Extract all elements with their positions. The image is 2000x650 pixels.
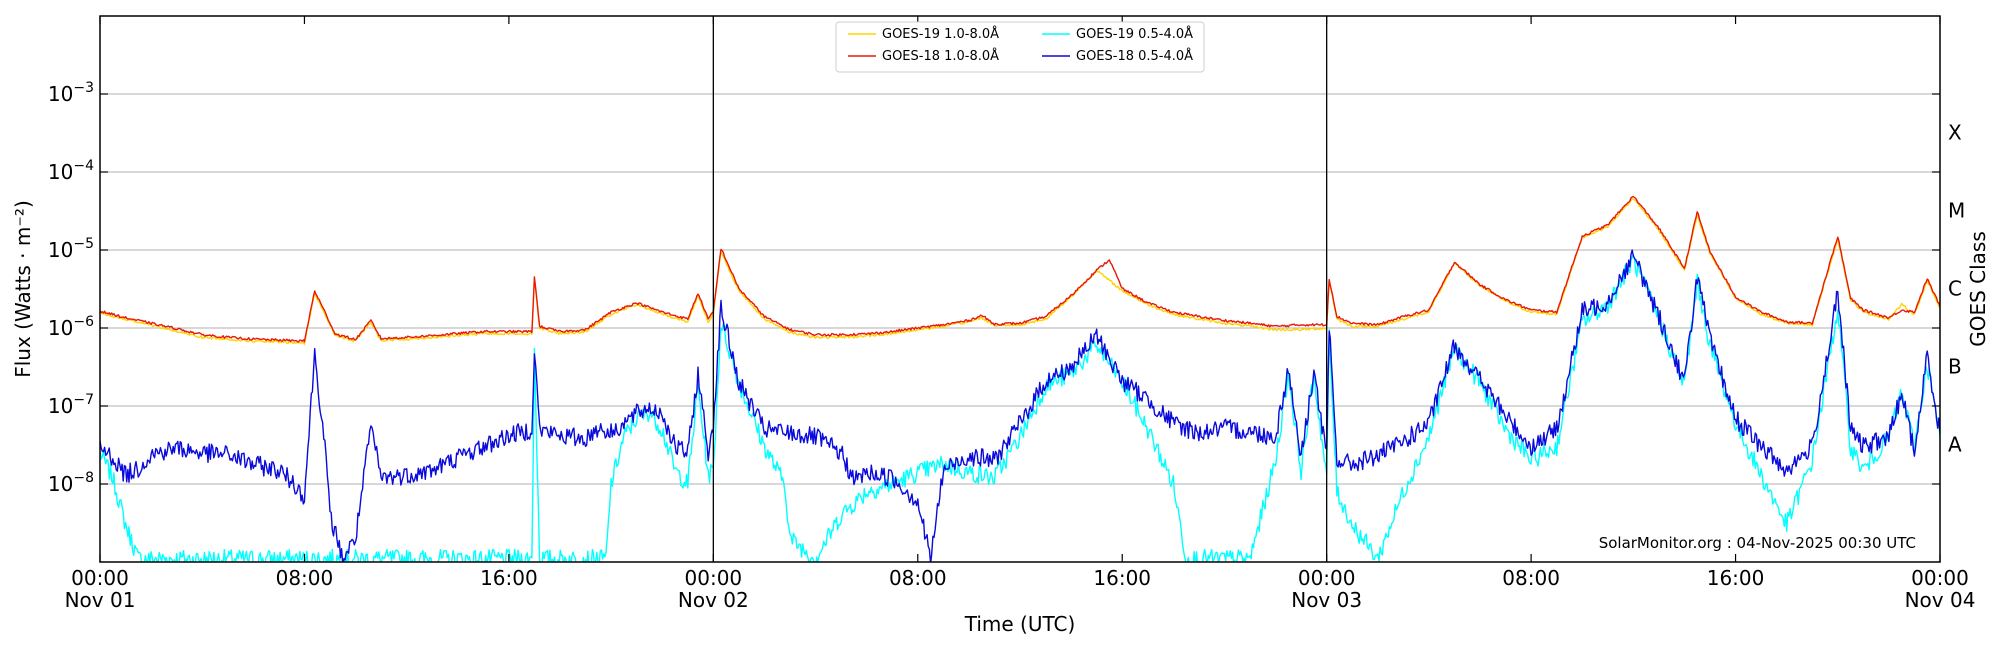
goes-class-labels: A B C M X — [1948, 121, 1965, 457]
legend-label: GOES-19 1.0-8.0Å — [882, 26, 999, 42]
x-tick-time: 08:00 — [276, 566, 334, 590]
x-tick-time: 16:00 — [1093, 566, 1151, 590]
y-tick-label: 10−4 — [48, 158, 94, 184]
x-tick-time: 16:00 — [480, 566, 538, 590]
legend-box — [835, 21, 1205, 73]
legend: GOES-19 1.0-8.0Å GOES-18 1.0-8.0Å GOES-19 … — [835, 21, 1205, 73]
x-axis-title: Time (UTC) — [964, 612, 1076, 636]
x-tick-time: 00:00 — [71, 566, 129, 590]
x-tick-date: Nov 03 — [1291, 588, 1362, 612]
legend-label: GOES-18 0.5-4.0Å — [1076, 48, 1193, 64]
series-line — [100, 253, 1940, 562]
x-tick-time: 16:00 — [1707, 566, 1765, 590]
x-tick-time: 00:00 — [1298, 566, 1356, 590]
gridlines — [100, 93, 1940, 485]
y-axis-title: Flux (Watts · m⁻²) — [11, 200, 35, 378]
x-tick-time: 08:00 — [889, 566, 947, 590]
day-dividers — [712, 16, 1328, 562]
x-tick-time: 00:00 — [685, 566, 743, 590]
goes-class-label: C — [1948, 277, 1962, 301]
legend-label: GOES-19 0.5-4.0Å — [1076, 26, 1193, 42]
legend-label: GOES-18 1.0-8.0Å — [882, 48, 999, 64]
y-tick-label: 10−5 — [48, 236, 94, 262]
x-tick-date: Nov 04 — [1905, 588, 1976, 612]
x-tick-time: 08:00 — [1502, 566, 1560, 590]
series-line — [100, 195, 1940, 343]
x-tick-date: Nov 02 — [678, 588, 749, 612]
goes-class-label: A — [1948, 433, 1962, 457]
goes-class-label: B — [1948, 355, 1962, 379]
goes-class-label: M — [1948, 199, 1965, 223]
x-tick-date: Nov 01 — [65, 588, 136, 612]
series-line — [100, 198, 1940, 345]
y-axis-ticks: 10−8 10−7 10−6 10−5 10−4 10−3 — [48, 80, 1940, 496]
right-axis-title: GOES Class — [1966, 231, 1990, 347]
goes-class-label: X — [1948, 121, 1962, 145]
series-line — [100, 249, 1940, 562]
credit-text: SolarMonitor.org : 04-Nov-2025 00:30 UTC — [1599, 534, 1916, 552]
x-tick-time: 00:00 — [1911, 566, 1969, 590]
y-tick-label: 10−3 — [48, 80, 94, 106]
y-tick-label: 10−8 — [48, 470, 94, 496]
series-lines — [100, 195, 1940, 562]
plot-frame — [99, 15, 1941, 563]
y-tick-label: 10−7 — [48, 392, 94, 418]
y-tick-label: 10−6 — [48, 314, 94, 340]
